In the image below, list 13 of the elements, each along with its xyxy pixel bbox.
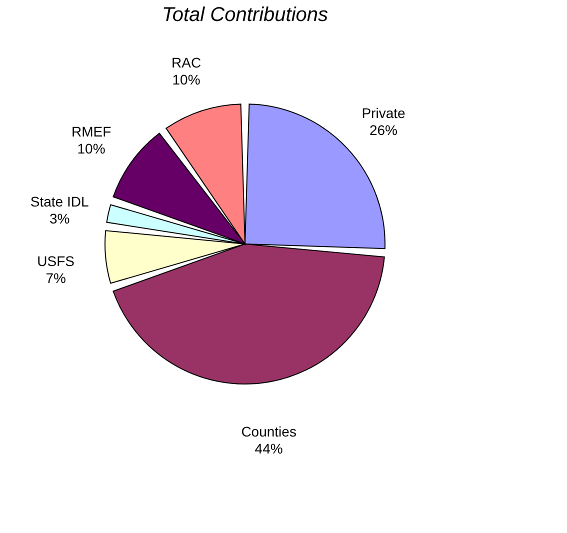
slice-label: Counties bbox=[241, 424, 296, 440]
slice-label: USFS bbox=[37, 252, 75, 269]
slice-label: Private bbox=[362, 104, 406, 121]
data-label: 10% bbox=[77, 140, 106, 156]
data-label: 44% bbox=[254, 440, 283, 456]
data-label: 3% bbox=[49, 210, 70, 227]
data-label: 10% bbox=[172, 71, 200, 88]
slice-label: RMEF bbox=[71, 123, 112, 140]
data-label: 26% bbox=[369, 122, 398, 138]
slice-label: State IDL bbox=[30, 194, 89, 210]
chart-title: Total Contributions bbox=[162, 4, 328, 26]
slice-label: RAC bbox=[172, 54, 202, 70]
data-label: 7% bbox=[46, 270, 66, 286]
